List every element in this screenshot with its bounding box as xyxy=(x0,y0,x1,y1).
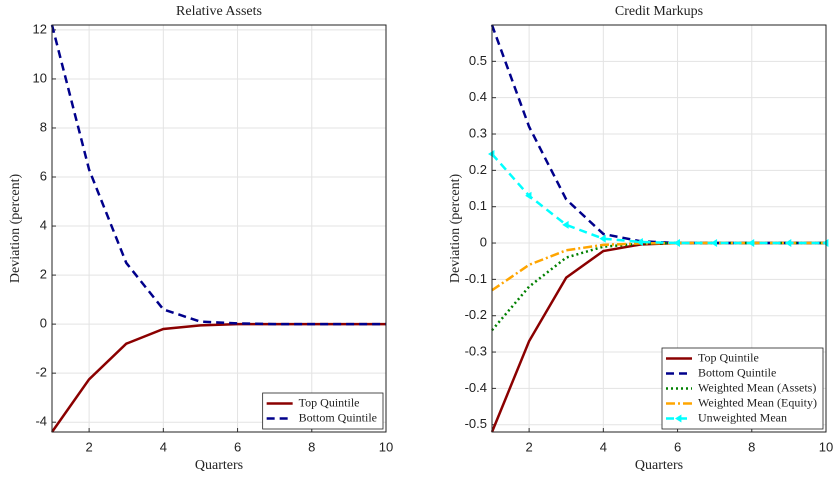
x-tick-label: 2 xyxy=(85,439,92,454)
y-tick-label: -4 xyxy=(35,414,47,429)
chart-title: Credit Markups xyxy=(615,4,703,19)
y-tick-label: -0.1 xyxy=(465,271,487,286)
x-tick-label: 2 xyxy=(525,439,532,454)
legend-marker xyxy=(675,414,682,423)
plot-border xyxy=(51,24,387,433)
series-line xyxy=(491,153,826,245)
y-axis-label: Deviation (percent) xyxy=(448,174,463,284)
y-tick-label: 4 xyxy=(40,217,47,232)
plot-border xyxy=(491,24,827,433)
y-tick-label: 0 xyxy=(480,234,487,249)
marker xyxy=(599,234,606,243)
marker xyxy=(562,220,569,229)
legend-box xyxy=(661,347,824,430)
marker xyxy=(488,150,495,159)
marker xyxy=(525,191,532,200)
y-tick-label: 2 xyxy=(40,267,47,282)
y-tick-label: -0.3 xyxy=(465,343,487,358)
legend-label: Weighted Mean (Equity) xyxy=(698,395,817,409)
y-tick-label: 12 xyxy=(33,21,47,36)
x-tick-label: 8 xyxy=(748,439,755,454)
y-tick-label: -0.5 xyxy=(465,416,487,431)
x-axis-label: Quarters xyxy=(195,458,243,473)
y-tick-label: 0.1 xyxy=(469,198,487,213)
legend-label: Bottom Quintile xyxy=(299,410,377,424)
x-tick-label: 6 xyxy=(674,439,681,454)
y-tick-label: 0 xyxy=(40,316,47,331)
marker xyxy=(822,239,829,248)
marker xyxy=(784,239,792,248)
x-tick-label: 4 xyxy=(600,439,607,454)
chart-title: Relative Assets xyxy=(176,4,262,19)
marker xyxy=(747,239,755,248)
plot-area xyxy=(52,25,386,432)
y-tick-label: 0.3 xyxy=(469,125,487,140)
series-line xyxy=(50,322,386,433)
y-tick-label: 10 xyxy=(33,70,47,85)
x-tick-label: 10 xyxy=(819,439,833,454)
y-tick-label: -0.4 xyxy=(465,380,487,395)
x-tick-label: 4 xyxy=(160,439,167,454)
y-tick-label: 0.4 xyxy=(469,89,487,104)
legend-label: Unweighted Mean xyxy=(698,410,787,424)
y-tick-label: 6 xyxy=(40,168,47,183)
legend-box xyxy=(262,392,384,430)
y-tick-label: 8 xyxy=(40,119,47,134)
x-axis-label: Quarters xyxy=(635,458,683,473)
y-tick-label: -2 xyxy=(35,365,47,380)
marker xyxy=(636,237,643,246)
x-tick-label: 8 xyxy=(308,439,315,454)
x-tick-label: 10 xyxy=(379,439,393,454)
marker xyxy=(710,239,718,248)
legend-label: Top Quintile xyxy=(698,350,759,364)
marker xyxy=(673,239,680,248)
legend-label: Top Quintile xyxy=(299,395,360,409)
y-tick-label: 0.2 xyxy=(469,162,487,177)
series-line xyxy=(50,24,386,326)
x-tick-label: 6 xyxy=(234,439,241,454)
legend-label: Weighted Mean (Assets) xyxy=(698,380,816,394)
y-tick-label: -0.2 xyxy=(465,307,487,322)
legend-label: Bottom Quintile xyxy=(698,365,776,379)
y-axis-label: Deviation (percent) xyxy=(8,174,23,284)
y-tick-label: 0.5 xyxy=(469,53,487,68)
